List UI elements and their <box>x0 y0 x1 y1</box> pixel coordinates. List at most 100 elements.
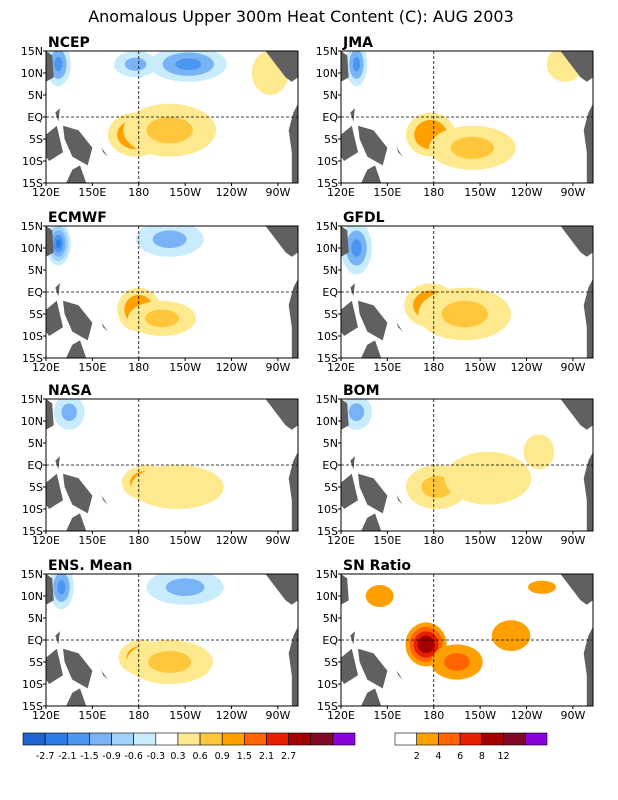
x-tick-label: 120W <box>511 534 543 547</box>
x-tick-label: 120W <box>511 361 543 374</box>
y-tick-label: 10N <box>21 67 43 80</box>
landmass <box>265 226 298 257</box>
x-tick-label: 120E <box>327 709 355 722</box>
field-contour <box>55 239 61 249</box>
y-tick-label: 15N <box>316 568 338 581</box>
colorbar-label: 2.7 <box>281 751 296 762</box>
landmass <box>63 648 93 689</box>
landmass <box>265 574 298 605</box>
colorbar-label: 4 <box>435 751 441 762</box>
y-tick-label: 10S <box>22 503 43 516</box>
field-contour <box>528 580 556 594</box>
landmass <box>358 473 388 514</box>
x-tick-label: 150W <box>464 186 496 199</box>
colorbar-swatch <box>266 732 289 746</box>
colorbar-swatch <box>416 732 439 746</box>
y-tick-label: 15S <box>317 177 338 190</box>
x-tick-label: 180 <box>128 709 149 722</box>
landmass <box>55 631 60 645</box>
y-tick-label: 5S <box>29 133 43 146</box>
colorbar-label: 6 <box>457 751 463 762</box>
landmass <box>358 648 388 689</box>
field-contour <box>54 56 63 72</box>
colorbar-swatch <box>459 732 483 746</box>
x-tick-label: 120E <box>32 709 60 722</box>
x-tick-label: 120E <box>327 361 355 374</box>
panel-title: NCEP <box>48 35 90 51</box>
y-tick-label: 15N <box>21 568 43 581</box>
field-contour <box>523 434 555 470</box>
colorbar-swatch <box>66 732 90 746</box>
landmass <box>288 626 298 706</box>
landmass <box>341 574 349 605</box>
x-tick-label: 90W <box>265 186 290 199</box>
field-contour <box>144 309 179 328</box>
y-tick-label: EQ <box>322 111 338 124</box>
y-tick-label: 10N <box>316 415 338 428</box>
y-tick-label: 5S <box>29 308 43 321</box>
colorbar-label: -1.5 <box>80 751 99 762</box>
x-tick-label: 180 <box>128 186 149 199</box>
y-tick-label: 10N <box>316 590 338 603</box>
landmass <box>288 103 298 183</box>
landmass <box>361 165 382 183</box>
panel-title: SN Ratio <box>343 558 411 574</box>
y-tick-label: 10N <box>21 242 43 255</box>
landmass <box>350 283 355 297</box>
x-tick-label: 150E <box>373 534 401 547</box>
y-tick-label: EQ <box>27 286 43 299</box>
colorbar-label: -2.7 <box>36 751 55 762</box>
landmass <box>583 451 593 531</box>
field-contour <box>365 585 394 607</box>
colorbar-label: 0.9 <box>215 751 230 762</box>
y-tick-label: EQ <box>322 634 338 647</box>
x-tick-label: 150E <box>373 709 401 722</box>
landmass <box>46 574 54 605</box>
y-tick-label: 15S <box>317 352 338 365</box>
y-tick-label: 10N <box>21 590 43 603</box>
colorbar-swatch <box>503 732 526 746</box>
field-layer <box>341 226 593 358</box>
y-tick-label: 5N <box>28 437 43 450</box>
landmass <box>46 473 63 509</box>
panel-title: NASA <box>48 383 92 399</box>
y-tick-label: 10S <box>22 330 43 343</box>
x-tick-label: 150W <box>464 709 496 722</box>
landmass <box>583 278 593 358</box>
y-tick-label: 10N <box>21 415 43 428</box>
landmass <box>358 125 388 166</box>
landmass <box>358 300 388 341</box>
colorbar-swatch <box>177 732 201 746</box>
panel-title: ECMWF <box>48 210 107 226</box>
landmass <box>66 340 87 358</box>
landmass <box>55 283 60 297</box>
x-tick-label: 150W <box>169 534 201 547</box>
landmass <box>46 125 63 161</box>
field-contour <box>146 117 193 144</box>
y-tick-label: 15S <box>317 700 338 713</box>
field-contour <box>444 451 532 505</box>
colorbar-swatch <box>438 732 461 746</box>
x-tick-label: 150W <box>464 361 496 374</box>
colorbar-swatch <box>199 732 223 746</box>
x-tick-label: 90W <box>265 361 290 374</box>
landmass <box>350 108 355 122</box>
figure-title: Anomalous Upper 300m Heat Content (C): A… <box>88 7 514 26</box>
y-tick-label: 10S <box>22 678 43 691</box>
y-tick-label: 15S <box>317 525 338 538</box>
field-layer <box>341 574 593 706</box>
panel-title: BOM <box>343 383 380 399</box>
y-tick-label: 5N <box>28 612 43 625</box>
field-layer <box>46 51 298 183</box>
x-tick-label: 150E <box>78 534 106 547</box>
landmass <box>350 456 355 470</box>
colorbars: -2.7 -2.1 -1.5 -0.9 -0.6 -0.3 0.3 0.6 0.9 1.5 2.1 2… <box>22 732 548 762</box>
y-tick-label: 15N <box>21 45 43 58</box>
x-tick-label: 120W <box>216 361 248 374</box>
x-tick-label: 150E <box>78 186 106 199</box>
field-layer <box>46 399 298 531</box>
